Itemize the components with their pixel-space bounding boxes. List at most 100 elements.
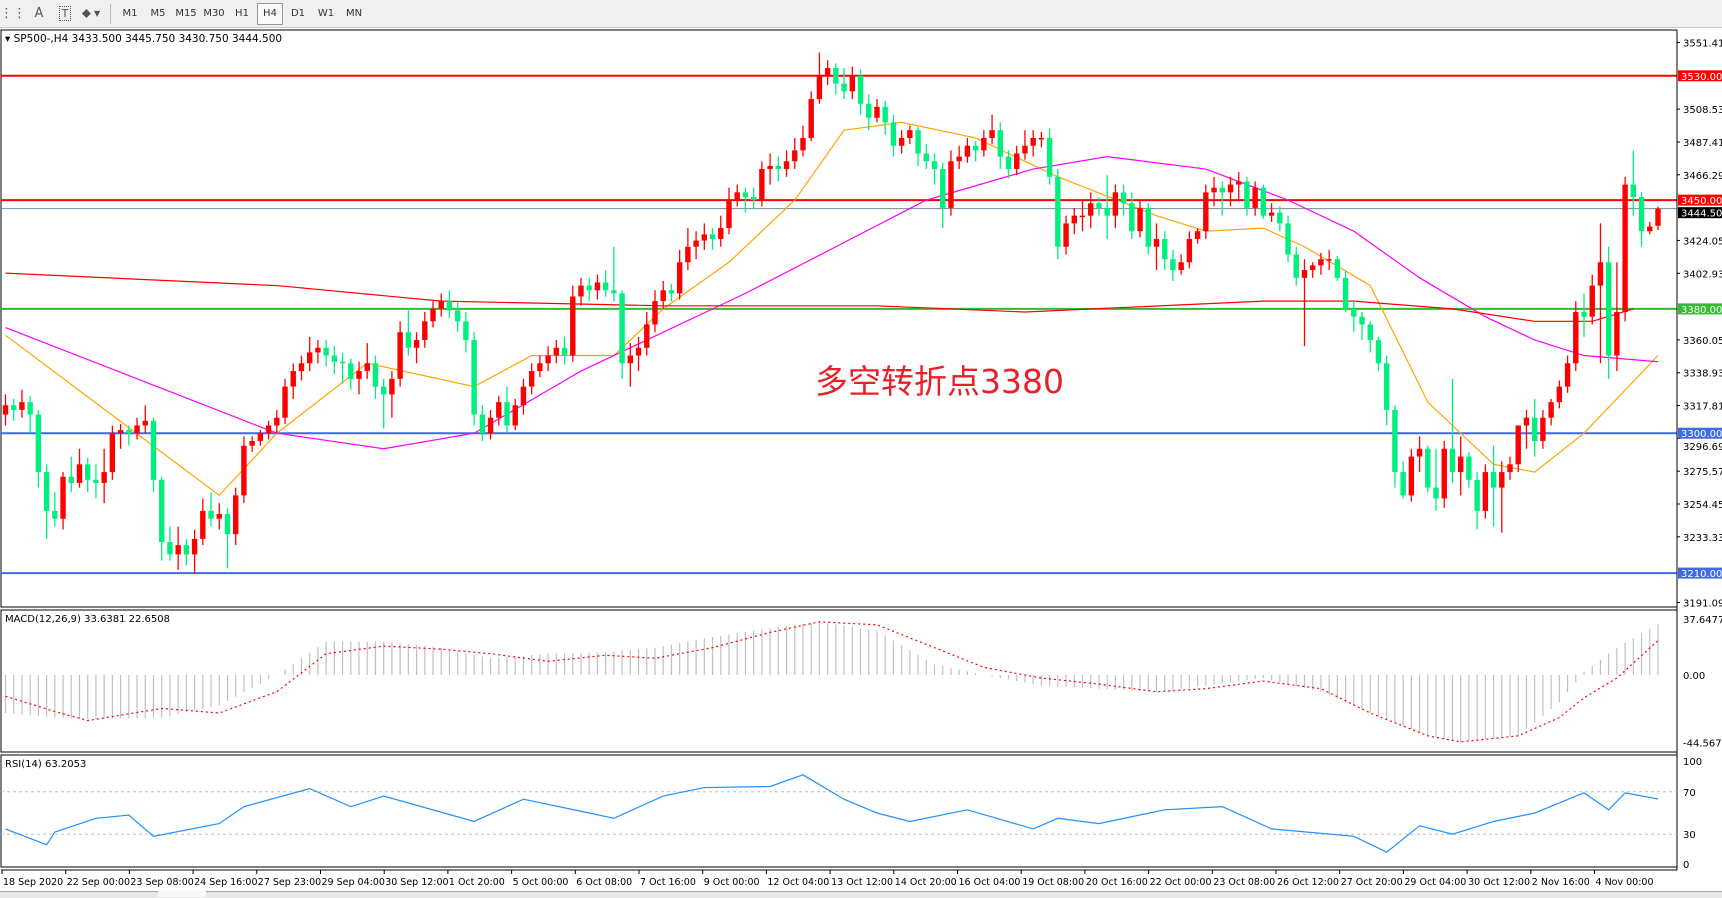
candle: [520, 378, 527, 415]
time-tick-label: 24 Sep 16:00: [194, 877, 257, 888]
candle-body: [454, 310, 461, 322]
time-tick-label: 9 Oct 00:00: [704, 877, 760, 888]
candle-body: [241, 445, 247, 496]
timeframe-m30[interactable]: M30: [203, 8, 225, 19]
candle-body: [1334, 259, 1341, 278]
candle: [1277, 206, 1283, 232]
time-tick-label: 7 Oct 16:00: [640, 877, 696, 888]
candle-body: [68, 476, 74, 483]
timeframe-mn[interactable]: MN: [345, 8, 363, 19]
candle-body: [323, 347, 329, 356]
candle: [109, 425, 116, 480]
candle-body: [1375, 339, 1382, 364]
candle: [134, 417, 140, 440]
time-tick-label: 20 Oct 16:00: [1086, 877, 1148, 888]
shapes-icon[interactable]: ⬥ ▼: [81, 6, 101, 21]
annotation-text: 多空转折点3380: [815, 362, 1064, 401]
timeframe-m1[interactable]: M1: [122, 8, 138, 19]
main-panel: [0, 29, 1678, 608]
timeframe-h4[interactable]: H4: [257, 2, 283, 25]
candle: [989, 114, 995, 145]
candle: [1433, 448, 1439, 511]
candle-body: [808, 99, 814, 138]
candle: [405, 308, 412, 356]
rsi-tick-label: 30: [1683, 830, 1696, 841]
candle-body: [1392, 409, 1398, 473]
candle-body: [167, 542, 173, 555]
candle: [1219, 181, 1225, 216]
text-label-icon[interactable]: A: [34, 6, 44, 21]
candle: [1310, 262, 1316, 278]
time-tick-label: 22 Sep 00:00: [67, 877, 130, 888]
candle-body: [783, 161, 790, 170]
candle: [241, 436, 247, 504]
candle: [981, 130, 987, 157]
timeframe-m15[interactable]: M15: [175, 8, 197, 19]
bid-price-badge: [1678, 207, 1722, 219]
candle-body: [1647, 226, 1653, 232]
candle-body: [537, 363, 543, 372]
candle-body: [800, 137, 806, 151]
candle-body: [1014, 153, 1020, 170]
candle-body: [1351, 308, 1357, 317]
chevron-down-icon: ▼: [93, 9, 101, 18]
candle-body: [759, 169, 765, 201]
fibonacci-icon[interactable]: ⋮⋮: [0, 6, 26, 21]
candle-body: [1342, 277, 1349, 309]
candle: [570, 285, 576, 362]
price-tick-label: 3551.410: [1683, 39, 1722, 50]
candle-body: [701, 234, 708, 241]
candle: [331, 346, 338, 375]
candle-body: [2, 405, 9, 415]
candle-body: [1581, 312, 1587, 317]
time-tick-label: 4 Nov 00:00: [1596, 877, 1654, 888]
candle: [1079, 200, 1086, 232]
candle-body: [339, 361, 346, 364]
candle: [454, 302, 461, 333]
candle: [232, 487, 239, 546]
candle-body: [1096, 203, 1102, 208]
timeframe-d1[interactable]: D1: [290, 8, 306, 19]
rsi-tick-label: 70: [1683, 788, 1696, 799]
candle-body: [685, 246, 691, 263]
candles: [2, 52, 1661, 574]
timeframe-group: M1 M5 M15 M30 H1 H4 D1 W1 MN: [117, 2, 369, 25]
time-tick-label: 22 Oct 00:00: [1150, 877, 1212, 888]
candle-body: [989, 130, 995, 138]
candle-body: [718, 228, 724, 239]
line-price-3530-label: 3530.000: [1681, 72, 1722, 83]
candle: [2, 394, 9, 426]
candle: [1005, 150, 1012, 179]
candle-body: [742, 192, 749, 198]
text-box-icon[interactable]: T: [52, 2, 78, 26]
timeframe-m5[interactable]: M5: [150, 8, 166, 19]
timeframe-h1[interactable]: H1: [235, 8, 249, 19]
timeframe-w1[interactable]: W1: [317, 8, 335, 19]
candle-body: [315, 347, 321, 353]
candle-body: [1046, 137, 1053, 177]
candle-body: [1186, 238, 1193, 263]
candle: [1252, 181, 1258, 216]
candle: [824, 60, 831, 86]
bottom-tab[interactable]: [158, 891, 206, 897]
price-tick-label: 3191.090: [1683, 598, 1722, 609]
candle-body: [380, 386, 387, 395]
candle-body: [1153, 238, 1160, 247]
candle-body: [60, 476, 66, 519]
candle-body: [586, 285, 592, 291]
candle-body: [545, 355, 551, 364]
candle-body: [85, 464, 91, 480]
line-price-3380-badge: [1678, 303, 1722, 315]
candle: [1153, 223, 1160, 271]
candle-body: [1482, 472, 1489, 511]
candle-body: [183, 545, 190, 555]
candle-body: [833, 68, 839, 84]
time-tick-label: 2 Nov 16:00: [1532, 877, 1590, 888]
candle-body: [1441, 448, 1447, 499]
price-tick-label: 3424.050: [1683, 236, 1722, 247]
candle: [1293, 246, 1299, 286]
candle: [668, 284, 675, 302]
candle-body: [191, 538, 198, 555]
time-tick-label: 16 Oct 04:00: [959, 877, 1021, 888]
